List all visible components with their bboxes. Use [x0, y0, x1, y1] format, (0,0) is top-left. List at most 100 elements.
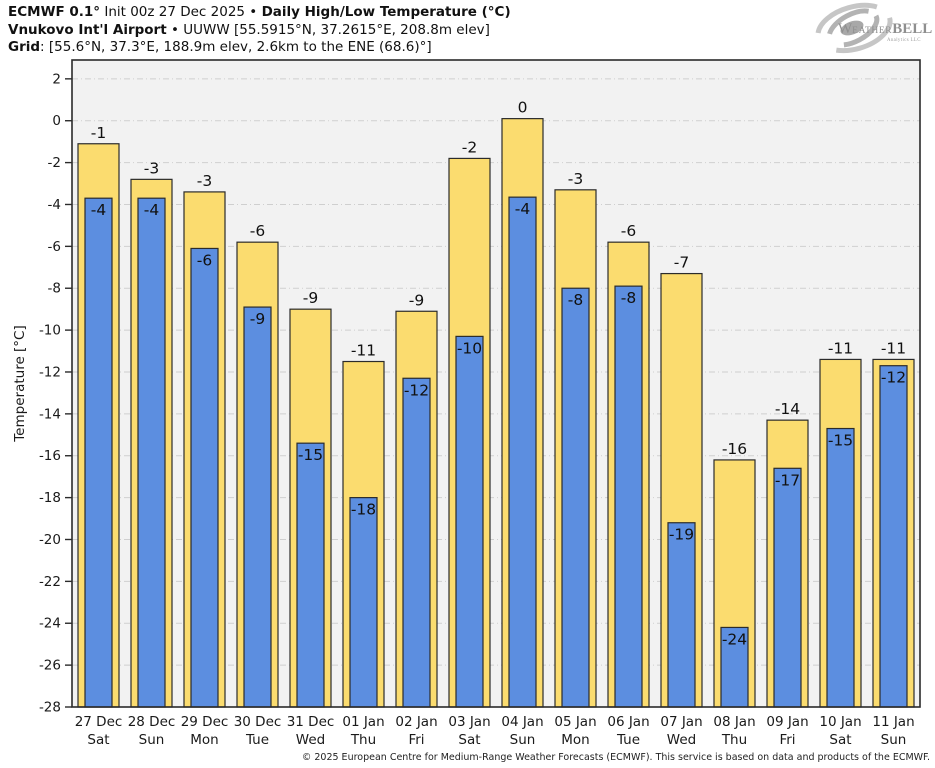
- chart-header: ECMWF 0.1° Init 00z 27 Dec 2025 • Daily …: [8, 4, 511, 57]
- x-tick-day-label: Mon: [561, 732, 589, 748]
- bar-low: [561, 287, 590, 708]
- y-tick-label: -12: [39, 364, 61, 380]
- weatherbell-logo: WEATHERBELL Analytics LLC: [810, 2, 932, 54]
- logo-letters-bell: BELL: [892, 21, 932, 37]
- y-tick-label: -28: [39, 700, 61, 716]
- x-tick-date-label: 31 Dec: [287, 714, 335, 730]
- x-tick-day-label: Sat: [87, 732, 109, 748]
- x-tick-date-label: 29 Dec: [181, 714, 229, 730]
- bar-high-value-label: -1: [91, 124, 106, 142]
- bar-low-value-label: -8: [621, 289, 636, 307]
- station-details: • UUWW [55.5915°N, 37.2615°E, 208.8m ele…: [166, 21, 490, 38]
- x-tick-day-label: Sat: [829, 732, 851, 748]
- x-tick-day-label: Tue: [616, 732, 640, 748]
- x-tick-date-label: 01 Jan: [342, 714, 384, 730]
- logo-letters-eather: EATHER: [852, 26, 892, 36]
- header-line-3: Grid: [55.6°N, 37.3°E, 188.9m elev, 2.6k…: [8, 39, 511, 57]
- bar-low: [190, 247, 219, 708]
- bar-low: [773, 467, 802, 708]
- x-tick-date-label: 10 Jan: [819, 714, 861, 730]
- bar-low-value-label: -8: [568, 291, 583, 309]
- x-tick-date-label: 28 Dec: [128, 714, 176, 730]
- bar-high-value-label: -11: [881, 339, 906, 357]
- copyright-notice: © 2025 European Centre for Medium-Range …: [301, 752, 930, 763]
- y-axis-title: Temperature [°C]: [12, 325, 28, 443]
- x-tick-date-label: 27 Dec: [75, 714, 123, 730]
- y-tick-label: -10: [39, 323, 61, 339]
- x-tick-date-label: 11 Jan: [872, 714, 914, 730]
- x-tick-day-label: Sat: [458, 732, 480, 748]
- bar-low-value-label: -24: [722, 630, 747, 648]
- bar-low-value-label: -18: [351, 501, 376, 519]
- x-tick-day-label: Fri: [408, 732, 424, 748]
- grid-details: : [55.6°N, 37.3°E, 188.9m elev, 2.6km to…: [40, 39, 432, 55]
- bar-low: [826, 427, 855, 708]
- bar-low-value-label: -15: [828, 432, 853, 450]
- x-tick-date-label: 07 Jan: [660, 714, 702, 730]
- y-tick-label: -6: [48, 239, 61, 255]
- y-tick-label: 0: [52, 113, 61, 129]
- y-tick-label: -14: [39, 406, 61, 422]
- x-tick-day-label: Sun: [139, 732, 165, 748]
- x-tick-day-label: Tue: [245, 732, 269, 748]
- y-tick-label: -8: [48, 281, 61, 297]
- logo-letter-w: W: [838, 21, 853, 37]
- y-tick-label: -4: [48, 197, 61, 213]
- y-tick-label: -16: [39, 448, 61, 464]
- bar-high-value-label: -11: [828, 339, 853, 357]
- bar-low-value-label: -19: [669, 526, 694, 544]
- header-line-2: Vnukovo Int'l Airport • UUWW [55.5915°N,…: [8, 22, 511, 40]
- bar-low: [243, 306, 272, 708]
- x-tick-day-label: Thu: [721, 732, 747, 748]
- bar-low-value-label: -10: [457, 339, 482, 357]
- bar-low: [879, 365, 908, 708]
- chart-title: Daily High/Low Temperature (°C): [261, 4, 511, 20]
- bar-high-value-label: -11: [351, 342, 376, 360]
- init-time: Init 00z 27 Dec 2025 •: [100, 4, 262, 20]
- bar-low-value-label: -17: [775, 471, 800, 489]
- bar-low-value-label: -6: [197, 251, 212, 269]
- x-tick-date-label: 05 Jan: [554, 714, 596, 730]
- grid-label: Grid: [8, 39, 41, 55]
- x-tick-date-label: 08 Jan: [713, 714, 755, 730]
- bar-low: [614, 285, 643, 708]
- y-tick-label: -22: [39, 574, 61, 590]
- plot-border: [71, 59, 921, 708]
- bar-high-value-label: -3: [197, 172, 212, 190]
- x-tick-day-label: Sun: [881, 732, 907, 748]
- logo-wordmark: WEATHERBELL: [838, 21, 932, 37]
- bar-high-value-label: -3: [568, 170, 583, 188]
- bar-high-value-label: -6: [621, 222, 636, 240]
- bar-low: [84, 197, 113, 708]
- bar-low: [402, 377, 431, 708]
- bar-high-value-label: -9: [409, 291, 424, 309]
- x-tick-day-label: Wed: [296, 732, 325, 748]
- bar-low: [137, 197, 166, 708]
- x-tick-date-label: 30 Dec: [234, 714, 282, 730]
- bar-low-value-label: -4: [515, 200, 530, 218]
- logo-subtitle: Analytics LLC: [887, 38, 921, 43]
- bar-high-value-label: -9: [303, 289, 318, 307]
- bar-low-value-label: -4: [144, 201, 159, 219]
- bar-low-value-label: -12: [881, 369, 906, 387]
- bar-high-value-label: -2: [462, 138, 477, 156]
- bar-low-value-label: -4: [91, 201, 106, 219]
- bar-high-value-label: -14: [775, 400, 800, 418]
- y-tick-label: 2: [52, 71, 61, 87]
- x-tick-date-label: 03 Jan: [448, 714, 490, 730]
- y-tick-label: -2: [48, 155, 61, 171]
- bar-low-value-label: -9: [250, 310, 265, 328]
- x-tick-day-label: Mon: [190, 732, 218, 748]
- bar-low: [720, 626, 749, 708]
- y-tick-label: -24: [39, 616, 61, 632]
- bar-low: [508, 196, 537, 708]
- swirl-icon: [815, 2, 893, 54]
- bar-low: [455, 335, 484, 708]
- x-tick-date-label: 02 Jan: [395, 714, 437, 730]
- bar-high-value-label: -6: [250, 222, 265, 240]
- x-tick-day-label: Sun: [510, 732, 536, 748]
- bar-low-value-label: -15: [298, 446, 323, 464]
- x-tick-date-label: 09 Jan: [766, 714, 808, 730]
